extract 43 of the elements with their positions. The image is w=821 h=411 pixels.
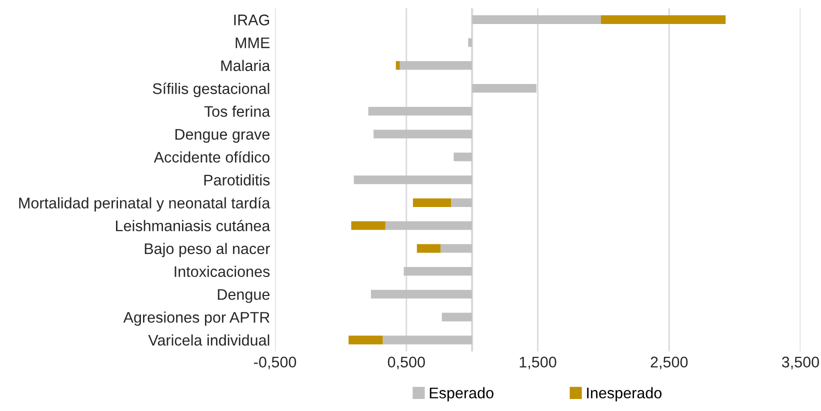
bar [472, 15, 601, 24]
y-tick-label: Malaria [221, 60, 270, 72]
y-tick-label: Mortalidad perinatal y neonatal tardía [19, 197, 270, 212]
bar [348, 336, 383, 344]
y-tick-label: IRAG [234, 14, 270, 26]
bar [396, 61, 400, 70]
bar [451, 198, 472, 208]
bar [382, 336, 472, 344]
y-tick-label: Agresiones por APTR [123, 312, 270, 326]
bar [472, 84, 536, 93]
bar [354, 175, 472, 184]
bar [600, 15, 726, 24]
y-tick-label: Accidente ofídico [154, 151, 270, 163]
bar [400, 61, 472, 70]
y-tick-label: Dengue grave [175, 129, 270, 143]
bar [412, 198, 452, 208]
x-tick-label: 0,500 [388, 356, 425, 370]
bar [442, 312, 472, 322]
x-tick-label: 1,500 [520, 356, 556, 370]
legend-label: Esperado [430, 387, 494, 402]
bar [416, 244, 441, 253]
bar [370, 290, 472, 299]
bar [385, 221, 472, 230]
y-tick-label: Dengue [218, 289, 270, 303]
y-tick-label: Varicela individual [148, 334, 270, 346]
y-tick-label: Leishmaniasis cutánea [116, 220, 270, 232]
x-tick-label: 3,500 [782, 356, 819, 370]
y-tick-label: Intoxicaciones [174, 266, 270, 278]
bar [374, 130, 472, 138]
bar [368, 106, 472, 116]
x-tick-label: 2,500 [650, 356, 688, 370]
bar [404, 266, 472, 276]
y-tick-label: Bajo peso al nacer [144, 242, 270, 258]
bar [454, 152, 472, 162]
bar [440, 244, 472, 253]
bar [468, 38, 472, 47]
bar [351, 221, 386, 230]
legend-label: Inesperado [587, 387, 662, 402]
y-tick-label: Sífilis gestacional [152, 82, 270, 98]
y-tick-label: Tos ferina [204, 106, 270, 117]
y-tick-label: MME [236, 38, 270, 48]
y-tick-label: Parotiditis [204, 174, 270, 186]
x-tick-label: -0,500 [254, 356, 296, 370]
